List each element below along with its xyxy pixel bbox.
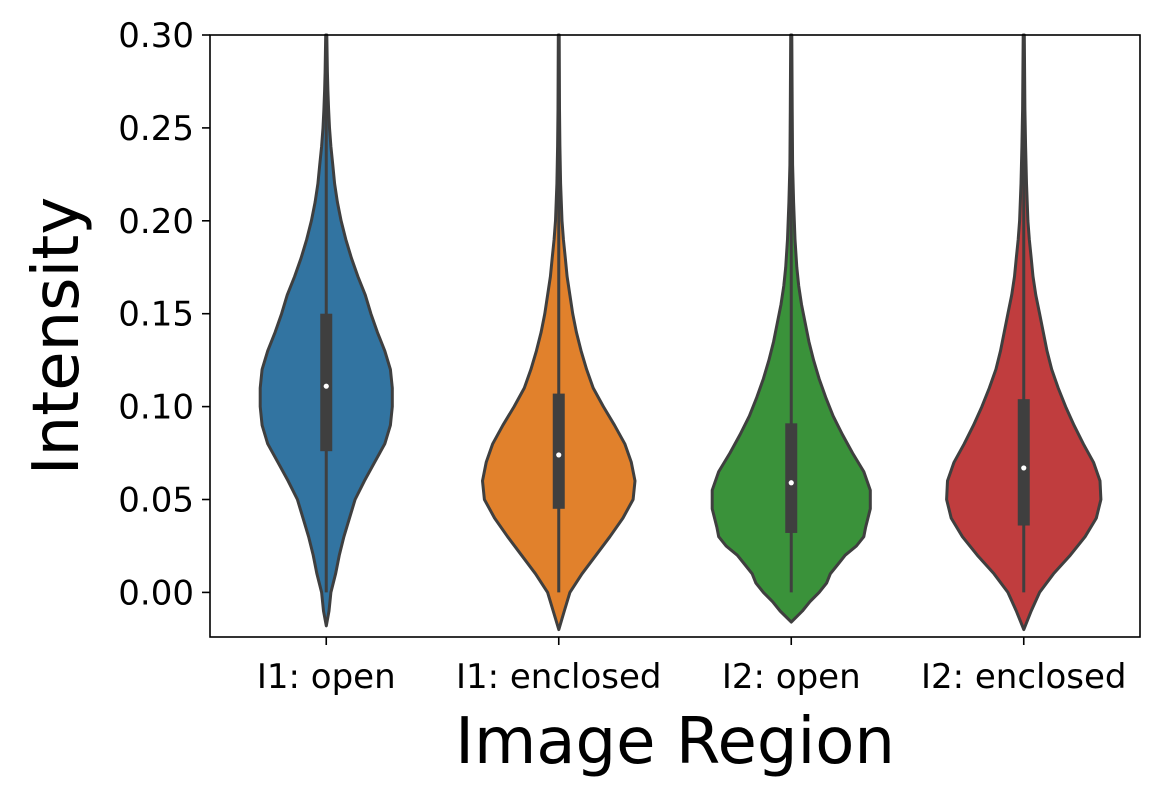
y-tick-label: 0.10: [118, 388, 194, 428]
x-tick-label: I2: open: [722, 657, 861, 697]
x-tick-label: I2: enclosed: [921, 657, 1127, 697]
violin-iqr-box: [552, 393, 565, 509]
violin-median-marker: [1021, 465, 1027, 471]
y-axis-title: Intensity: [20, 197, 94, 476]
violin-iqr-box: [320, 313, 333, 452]
violin-median-marker: [788, 480, 794, 486]
y-tick-label: 0.00: [118, 573, 194, 613]
plot-area-frame: [209, 34, 1141, 638]
violin-4: [945, 33, 1103, 632]
y-tick-label: 0.15: [118, 295, 194, 335]
y-tick-label: 0.05: [118, 481, 194, 521]
x-tick-label: I1: open: [257, 657, 396, 697]
x-axis: I1: open I1: enclosed I2: open I2: enclosed: [257, 637, 1127, 697]
violin-iqr-box: [785, 423, 798, 533]
violin-median-marker: [323, 383, 329, 389]
y-tick-label: 0.20: [118, 202, 194, 242]
y-tick-label: 0.30: [118, 16, 194, 56]
violin-3: [710, 33, 872, 624]
y-axis: 0.00 0.05 0.10 0.15 0.20 0.25 0.30: [118, 16, 210, 613]
x-axis-title: Image Region: [455, 705, 895, 779]
violins-layer: [258, 33, 1103, 632]
violin-2: [481, 33, 637, 632]
violin-median-marker: [556, 452, 562, 458]
x-tick-label: I1: enclosed: [456, 657, 662, 697]
violin-iqr-box: [1017, 399, 1030, 526]
y-tick-label: 0.25: [118, 109, 194, 149]
